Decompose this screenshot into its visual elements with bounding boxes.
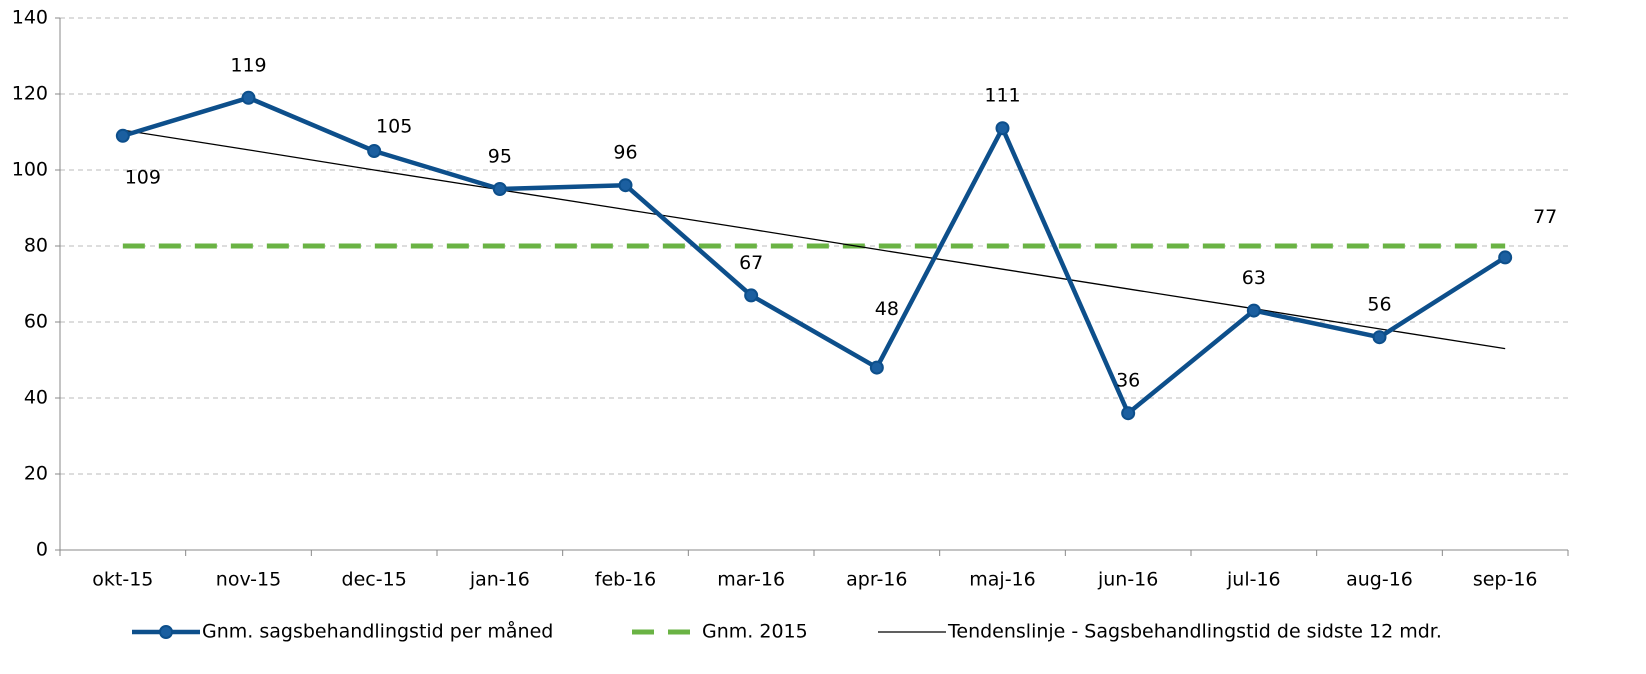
y-tick-label: 80 — [24, 235, 48, 257]
x-tick-label: jul-16 — [1226, 569, 1281, 591]
legend-label: Tendenslinje - Sagsbehandlingstid de sid… — [947, 621, 1442, 643]
data-label: 67 — [739, 252, 763, 274]
marker — [1246, 303, 1261, 318]
marker — [869, 360, 884, 375]
x-tick-label: jun-16 — [1097, 569, 1158, 591]
marker — [115, 128, 130, 143]
y-tick-label: 60 — [24, 311, 48, 333]
y-tick-label: 20 — [24, 463, 48, 485]
data-label: 109 — [125, 166, 161, 188]
y-tick-label: 120 — [12, 83, 48, 105]
marker — [367, 144, 382, 158]
marker — [1121, 406, 1136, 421]
x-tick-label: nov-15 — [216, 569, 281, 591]
series-line — [122, 129, 1506, 350]
marker — [241, 90, 256, 105]
data-label: 111 — [984, 85, 1020, 107]
data-label: 63 — [1242, 267, 1266, 289]
data-label: 36 — [1116, 370, 1140, 392]
y-tick-label: 0 — [36, 539, 48, 561]
data-label: 48 — [875, 298, 899, 320]
data-label: 96 — [613, 142, 637, 164]
marker — [492, 182, 507, 196]
data-label: 105 — [376, 116, 412, 138]
y-tick-label: 140 — [12, 7, 48, 29]
x-tick-label: mar-16 — [717, 569, 785, 591]
data-label: 56 — [1367, 294, 1391, 316]
series-line — [122, 95, 1507, 416]
x-tick-label: dec-15 — [342, 569, 407, 591]
legend-label: Gnm. 2015 — [702, 621, 808, 643]
x-tick-label: apr-16 — [846, 569, 907, 591]
legend-label: Gnm. sagsbehandlingstid per måned — [202, 620, 553, 643]
data-label: 119 — [230, 54, 266, 76]
marker — [1372, 330, 1387, 345]
x-tick-label: feb-16 — [595, 569, 656, 591]
marker — [995, 121, 1010, 136]
x-tick-label: sep-16 — [1473, 569, 1538, 591]
y-tick-label: 100 — [12, 159, 48, 181]
marker — [744, 288, 759, 303]
y-tick-label: 40 — [24, 387, 48, 409]
x-tick-label: okt-15 — [92, 569, 153, 591]
x-tick-label: jan-16 — [469, 569, 530, 591]
legend-marker — [159, 625, 173, 639]
marker — [1498, 250, 1513, 265]
marker — [618, 178, 633, 193]
x-tick-label: aug-16 — [1346, 569, 1413, 591]
data-label: 95 — [488, 146, 512, 168]
data-label: 77 — [1533, 206, 1557, 228]
x-tick-label: maj-16 — [969, 569, 1035, 591]
